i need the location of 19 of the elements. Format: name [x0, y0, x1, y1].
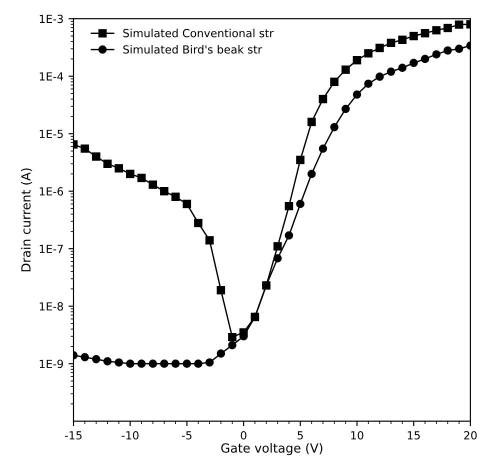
legend-label: Simulated Conventional str: [123, 28, 274, 38]
x-tick-label: 0: [240, 431, 246, 440]
y-tick-label: 1E-3: [40, 14, 63, 24]
x-axis-title: Gate voltage (V): [221, 443, 322, 456]
x-tick-label: -15: [64, 431, 82, 440]
x-tick-label: 15: [408, 431, 420, 440]
y-axis-title: Drain current (A): [20, 168, 32, 272]
x-tick-label: 20: [464, 431, 477, 440]
y-tick-label: 1E-5: [40, 130, 63, 138]
legend-label: Simulated Bird's beak str: [123, 45, 262, 54]
y-tick-label: 1E-4: [40, 72, 64, 80]
x-tick-label: -5: [182, 431, 192, 440]
x-tick-label: 10: [351, 431, 364, 440]
y-tick-label: 1E-9: [40, 360, 63, 368]
x-tick-label: 5: [298, 431, 303, 440]
y-tick-label: 1E-8: [40, 302, 64, 311]
y-tick-label: 1E-6: [40, 187, 64, 196]
x-tick-label: -10: [122, 431, 139, 440]
y-tick-label: 1E-7: [40, 244, 63, 253]
